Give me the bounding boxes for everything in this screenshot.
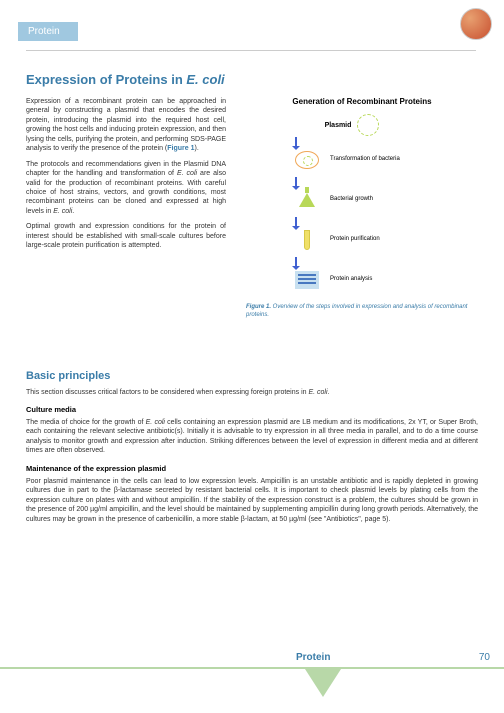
step-label: Protein analysis — [330, 276, 432, 283]
step-growth: Bacterial growth — [292, 188, 432, 212]
page-number: 70 — [479, 652, 490, 663]
para-3: Optimal growth and expression conditions… — [26, 222, 226, 250]
flask-icon — [299, 193, 315, 207]
section-title: Basic principles — [26, 370, 478, 382]
plasmid-icon — [357, 114, 379, 136]
arrow-icon — [295, 177, 297, 187]
header: Protein — [0, 0, 504, 50]
diagram-title: Generation of Recombinant Proteins — [246, 97, 478, 106]
intro-text: This section discusses critical factors … — [26, 388, 478, 397]
content: Expression of Proteins in E. coli Expres… — [0, 50, 504, 524]
basic-principles: Basic principles This section discusses … — [26, 370, 478, 524]
two-column: Expression of a recombinant protein can … — [26, 97, 478, 320]
step-analysis: Protein analysis — [292, 268, 432, 292]
divider — [26, 50, 476, 51]
figure-link[interactable]: Figure 1 — [167, 145, 194, 152]
arrow-icon — [295, 217, 297, 227]
step-label: Transformation of bacteria — [330, 156, 432, 163]
footer-triangle-icon — [305, 669, 341, 697]
maintenance-heading: Maintenance of the expression plasmid — [26, 464, 478, 473]
para-1: Expression of a recombinant protein can … — [26, 97, 226, 154]
tube-icon — [304, 230, 310, 250]
step-purification: Protein purification — [292, 228, 432, 252]
protein-tab: Protein — [18, 22, 78, 41]
figure-caption: Figure 1. Overview of the steps involved… — [246, 304, 478, 320]
culture-media-text: The media of choice for the growth of E.… — [26, 418, 478, 456]
flowchart: Plasmid Transformation of bacteria Bacte… — [246, 114, 478, 296]
page-title: Expression of Proteins in E. coli — [26, 72, 478, 87]
step-transformation: Transformation of bacteria — [292, 148, 432, 172]
gel-icon — [295, 271, 319, 289]
left-column: Expression of a recombinant protein can … — [26, 97, 226, 320]
para-2: The protocols and recommendations given … — [26, 160, 226, 217]
step-plasmid: Plasmid — [282, 114, 422, 136]
arrow-icon — [295, 257, 297, 267]
plasmid-label: Plasmid — [325, 122, 352, 129]
arrow-icon — [295, 137, 297, 147]
footer-label: Protein — [296, 652, 330, 663]
step-label: Protein purification — [330, 236, 432, 243]
step-label: Bacterial growth — [330, 196, 432, 203]
title-text: Expression of Proteins in — [26, 72, 186, 87]
title-species: E. coli — [186, 72, 224, 87]
culture-media-heading: Culture media — [26, 405, 478, 414]
footer-band — [0, 667, 504, 669]
globe-icon — [460, 8, 492, 40]
maintenance-text: Poor plasmid maintenance in the cells ca… — [26, 477, 478, 524]
cell-icon — [295, 151, 319, 169]
right-column: Generation of Recombinant Proteins Plasm… — [246, 97, 478, 320]
